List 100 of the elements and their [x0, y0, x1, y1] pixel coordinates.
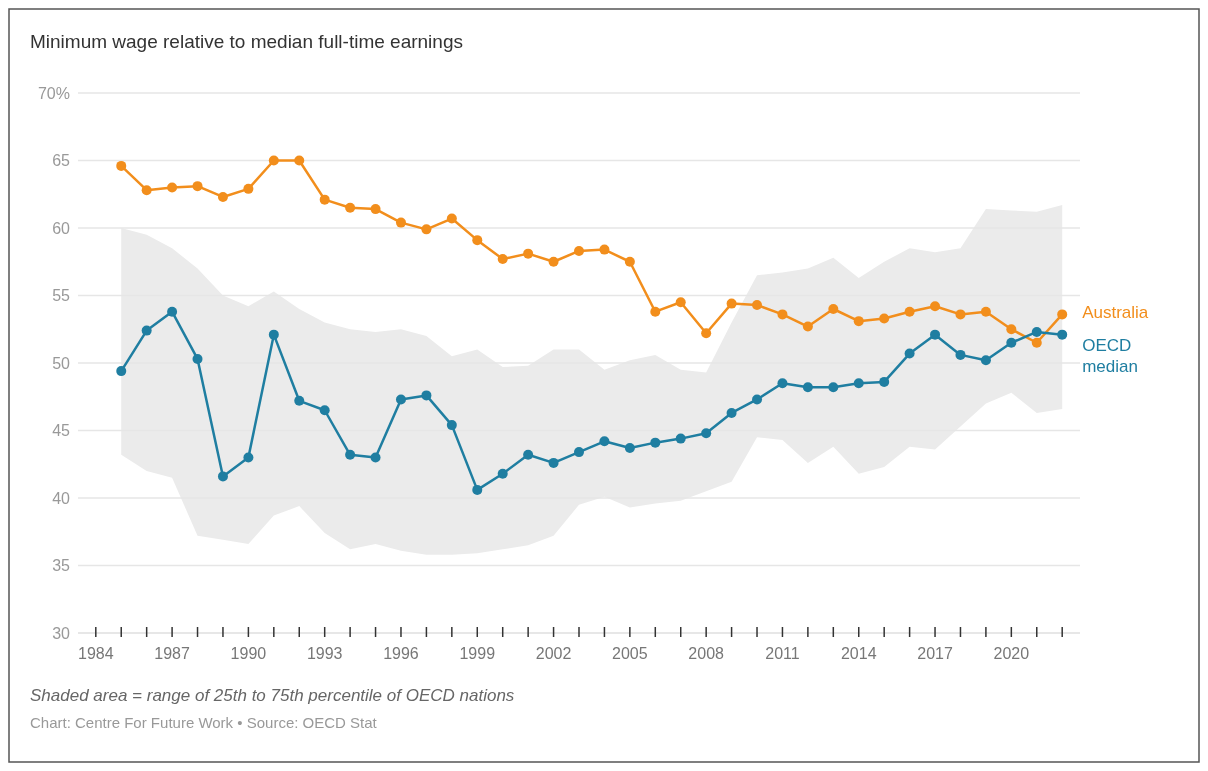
point [930, 301, 941, 312]
x-tick-label: 2011 [765, 645, 800, 662]
point [217, 471, 228, 482]
point [395, 394, 406, 405]
x-tick-label: 1993 [306, 645, 343, 662]
x-tick-label: 1999 [459, 645, 496, 662]
x-tick-label: 1990 [230, 645, 267, 662]
point [777, 309, 788, 320]
point [726, 407, 737, 418]
point [319, 194, 330, 205]
point [574, 447, 584, 458]
point [472, 484, 483, 495]
x-tick-label: 2014 [840, 645, 877, 662]
point [726, 298, 737, 309]
x-tick-label: 2005 [612, 645, 648, 662]
point [1057, 329, 1068, 340]
point [955, 349, 966, 360]
point [268, 155, 279, 166]
point [1006, 324, 1017, 335]
point [243, 183, 254, 194]
chart-title: Minimum wage relative to median full-time earnings [30, 31, 463, 52]
point [523, 248, 534, 259]
point [523, 449, 534, 460]
point [395, 217, 406, 228]
point [141, 325, 152, 336]
point [421, 390, 432, 401]
point [472, 235, 483, 246]
point [802, 382, 813, 393]
point [192, 353, 203, 364]
point [930, 329, 941, 340]
point [370, 204, 381, 215]
point [624, 256, 635, 267]
point [802, 321, 813, 332]
point [904, 348, 915, 359]
y-tick-label: 40 [52, 489, 71, 507]
point [955, 309, 966, 320]
point [548, 256, 559, 267]
y-tick-label: 35 [52, 557, 71, 575]
point [497, 254, 508, 265]
point [192, 181, 203, 192]
text: Chart: Centre For Future Work • Source: OECD Stat [30, 714, 378, 731]
point [167, 306, 178, 317]
point [879, 313, 890, 324]
x-tick-label: 1996 [383, 645, 419, 662]
point [828, 304, 839, 314]
y-tick-label: 70% [37, 84, 70, 102]
point [1006, 337, 1017, 348]
point [421, 224, 432, 235]
point [624, 443, 635, 454]
y-tick-label: 60 [52, 219, 71, 237]
point [268, 329, 279, 340]
point [599, 436, 610, 447]
x-tick-label: 2020 [993, 645, 1030, 662]
point [243, 452, 254, 463]
point [167, 182, 178, 193]
y-tick-label: 45 [52, 422, 71, 440]
point [497, 468, 508, 479]
point [675, 433, 686, 444]
series-label: OECD median [1082, 335, 1138, 376]
point [701, 328, 712, 339]
point [650, 437, 661, 448]
point [345, 202, 356, 213]
y-tick-label: 65 [52, 152, 71, 170]
point [777, 378, 788, 389]
x-tick-label: 2017 [917, 645, 953, 662]
point [217, 191, 228, 202]
point [853, 316, 864, 327]
point [446, 420, 457, 431]
point [294, 395, 305, 406]
point [828, 382, 839, 393]
point [446, 213, 457, 224]
text: Shaded area = range of 25th to 75th percentile of OECD nations [30, 686, 515, 705]
point [370, 452, 381, 463]
point [345, 449, 356, 460]
y-tick-label: 55 [52, 287, 71, 305]
x-tick-label: 2008 [688, 645, 725, 662]
point [980, 306, 991, 317]
point [319, 405, 330, 416]
point [752, 299, 763, 310]
point [141, 185, 152, 196]
point [904, 306, 915, 317]
point [980, 355, 991, 366]
point [1031, 326, 1042, 337]
y-tick-label: 30 [52, 624, 71, 642]
point [294, 155, 305, 166]
point [650, 306, 661, 317]
point [1031, 337, 1042, 348]
point [1057, 309, 1068, 320]
point [879, 376, 890, 387]
point [675, 297, 686, 308]
point [116, 160, 127, 171]
point [574, 245, 584, 256]
point [752, 394, 763, 405]
y-tick-label: 50 [52, 354, 71, 372]
point [116, 366, 127, 377]
point [599, 244, 610, 255]
point [548, 457, 559, 468]
x-tick-label: 2002 [535, 645, 572, 662]
x-tick-label: 1987 [154, 645, 190, 662]
series-label: Australia [1082, 303, 1149, 323]
